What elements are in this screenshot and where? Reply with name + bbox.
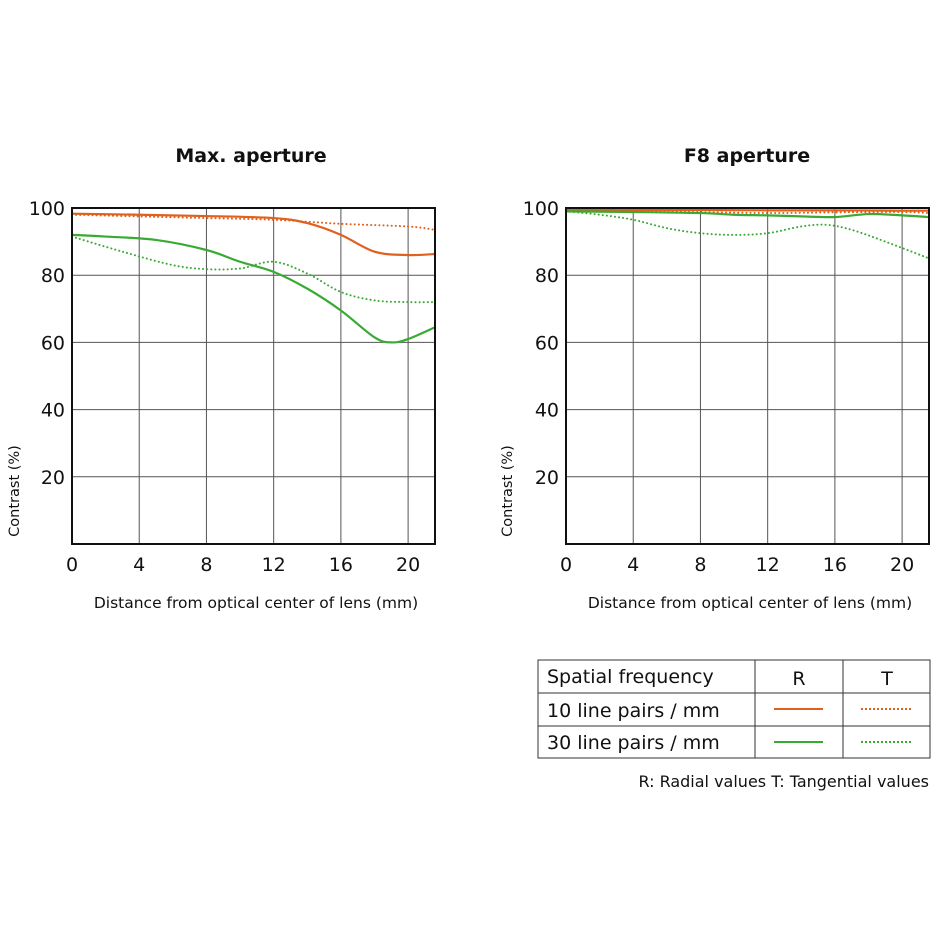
chart-title: F8 aperture <box>684 145 810 167</box>
y-tick-label: 100 <box>29 198 65 220</box>
x-tick-label: 8 <box>200 554 212 576</box>
series-line-10-tangential <box>565 209 930 215</box>
legend-table: Spatial frequency R T 10 line pairs / mm… <box>537 659 931 791</box>
chart-title: Max. aperture <box>175 145 326 167</box>
series-line-10-radial <box>564 208 931 212</box>
legend-row-30: 30 line pairs / mm <box>547 732 720 754</box>
series-line-10-radial <box>70 212 437 257</box>
x-tick-label: 16 <box>329 554 353 576</box>
y-tick-label: 60 <box>41 332 65 354</box>
series-line-10-tangential <box>71 213 436 231</box>
legend-col-t: T <box>880 668 893 690</box>
series-line-30-radial <box>564 210 931 219</box>
plot-frame <box>71 207 436 545</box>
x-tick-label: 16 <box>823 554 847 576</box>
x-axis-label: Distance from optical center of lens (mm… <box>588 594 912 612</box>
y-tick-label: 80 <box>535 265 559 287</box>
y-axis-label: Contrast (%) <box>500 445 516 537</box>
chart-f8-aperture: F8 aperture 0 4 8 12 16 20 20 40 60 80 100 Distanc… <box>500 145 931 612</box>
x-tick-label: 4 <box>133 554 145 576</box>
x-tick-label: 20 <box>890 554 914 576</box>
y-tick-label: 20 <box>41 467 65 489</box>
x-tick-label: 20 <box>396 554 420 576</box>
plot-frame <box>565 207 930 545</box>
series-line-30-tangential <box>565 210 930 260</box>
y-tick-label: 60 <box>535 332 559 354</box>
x-tick-label: 4 <box>627 554 639 576</box>
legend-header: Spatial frequency <box>547 666 714 688</box>
series-line-30-radial <box>70 233 437 344</box>
y-tick-label: 40 <box>41 400 65 422</box>
legend-cell <box>842 725 931 759</box>
x-tick-label: 0 <box>66 554 78 576</box>
legend-row-10: 10 line pairs / mm <box>547 700 720 722</box>
y-tick-label: 80 <box>41 265 65 287</box>
x-axis-label: Distance from optical center of lens (mm… <box>94 594 418 612</box>
x-tick-label: 12 <box>756 554 780 576</box>
legend-col-r: R <box>792 668 805 690</box>
y-axis-label: Contrast (%) <box>7 445 23 537</box>
series-line-30-tangential <box>71 235 436 304</box>
y-tick-label: 40 <box>535 400 559 422</box>
x-tick-label: 8 <box>694 554 706 576</box>
x-tick-label: 0 <box>560 554 572 576</box>
x-tick-label: 12 <box>262 554 286 576</box>
legend-note: R: Radial values T: Tangential values <box>638 772 929 791</box>
chart-max-aperture: Max. aperture 0 4 8 12 16 20 20 40 60 80 100 Dista… <box>7 145 437 612</box>
y-tick-label: 100 <box>523 198 559 220</box>
y-tick-label: 20 <box>535 467 559 489</box>
